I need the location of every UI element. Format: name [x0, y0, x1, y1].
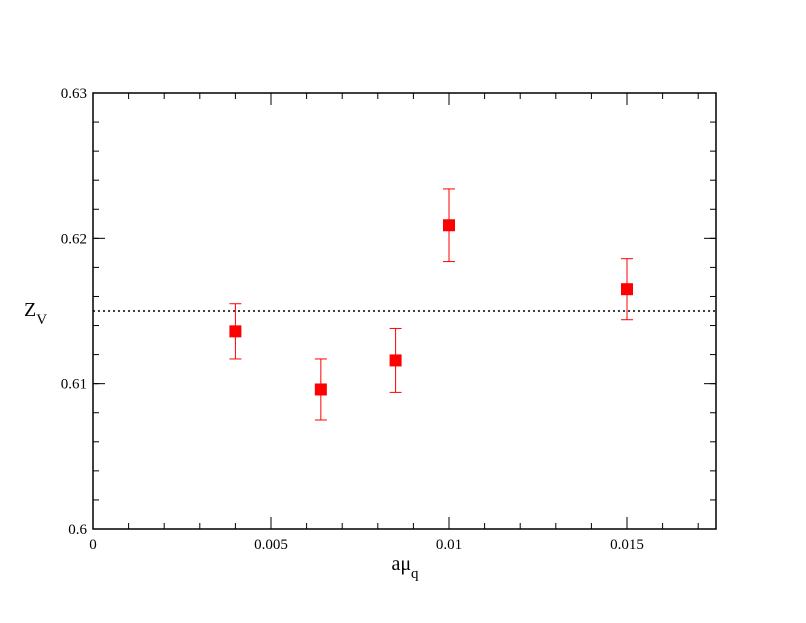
y-tick-label: 0.61	[61, 377, 87, 393]
y-axis-label-sub: V	[36, 312, 47, 328]
x-axis-label-main: aμ	[391, 553, 411, 575]
x-axis-label: aμq	[391, 553, 419, 582]
marker	[621, 283, 633, 296]
x-tick-label: 0.005	[254, 537, 288, 553]
y-axis-label-main: Z	[24, 299, 36, 321]
y-axis-label: ZV	[24, 299, 47, 328]
x-tick-label: 0	[89, 537, 97, 553]
marker	[443, 219, 455, 232]
y-tick-label: 0.6	[68, 522, 87, 538]
marker	[229, 325, 242, 338]
x-axis-label-sub: q	[411, 566, 419, 582]
y-tick-label: 0.62	[61, 231, 87, 247]
x-tick-label: 0.015	[610, 537, 644, 553]
marker	[314, 383, 327, 396]
marker	[389, 354, 402, 367]
x-tick-label: 0.01	[436, 537, 462, 553]
y-tick-label: 0.63	[61, 86, 87, 102]
